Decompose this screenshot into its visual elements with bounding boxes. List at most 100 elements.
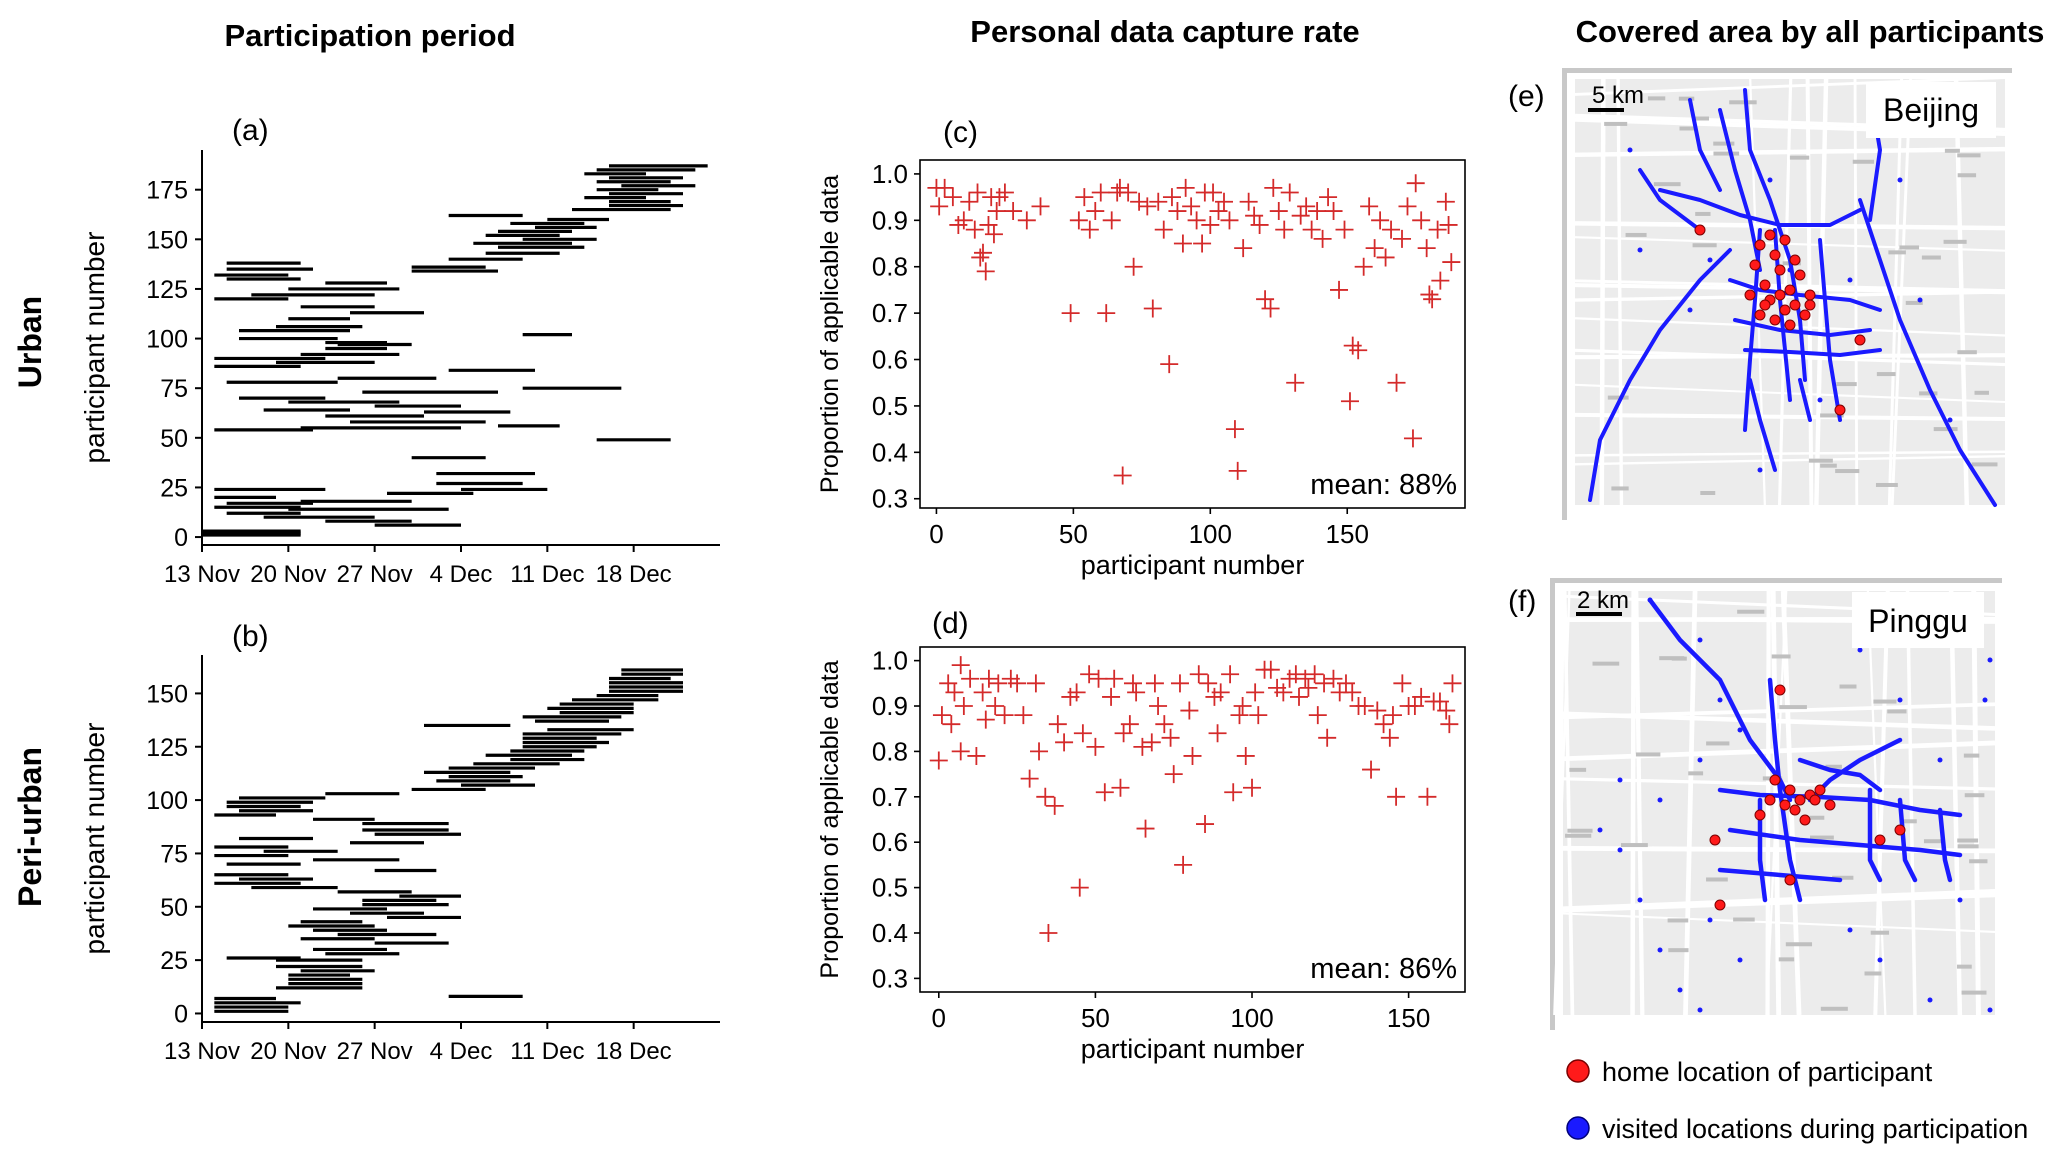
map-place-label-mark	[1864, 971, 1882, 976]
map-place-label-mark	[1957, 844, 1979, 849]
data-point	[1382, 220, 1401, 239]
y-tick-label: 75	[160, 840, 188, 868]
visited-track	[1743, 88, 1807, 382]
data-point	[942, 715, 961, 734]
data-point	[1297, 197, 1316, 216]
map-road	[1562, 590, 1575, 1016]
data-point	[1398, 197, 1417, 216]
data-point	[1069, 211, 1088, 230]
home-point	[1764, 229, 1776, 241]
data-point	[1319, 188, 1338, 207]
data-point	[1097, 304, 1116, 323]
data-point	[1412, 211, 1431, 230]
data-point	[1127, 683, 1146, 702]
visited-track	[1588, 248, 1732, 502]
visited-point	[1647, 597, 1653, 603]
data-point	[1417, 239, 1436, 258]
map-place-label-mark	[1961, 990, 1987, 995]
data-point	[1360, 197, 1379, 216]
y-tick-label: 0.5	[872, 391, 908, 421]
x-tick-label: 50	[1081, 1003, 1110, 1033]
y-tick-label: 0.5	[872, 873, 908, 903]
visited-track	[1937, 807, 1953, 883]
data-point	[1246, 683, 1265, 702]
map-place-label-mark	[1820, 1006, 1848, 1011]
visited-track	[1638, 168, 1702, 232]
data-point	[1362, 760, 1381, 779]
y-tick-label: 0.9	[872, 205, 908, 235]
row-label-urban: Urban	[12, 296, 48, 388]
data-point	[1030, 742, 1049, 761]
map-road	[1683, 590, 1698, 1016]
visited-point	[1897, 177, 1903, 183]
data-point	[1164, 765, 1183, 784]
map-road	[1574, 290, 2006, 302]
data-point	[1436, 192, 1455, 211]
map-place-label-mark	[1870, 930, 1890, 935]
map-road	[1574, 412, 2006, 421]
data-point	[1249, 706, 1268, 725]
home-point	[1754, 809, 1766, 821]
data-point	[1142, 733, 1161, 752]
data-point	[1154, 220, 1173, 239]
y-tick-label: 0.4	[872, 918, 908, 948]
visited-point	[1987, 657, 1993, 663]
y-tick-label: 125	[146, 734, 188, 762]
home-point	[1769, 774, 1781, 786]
home-point	[1784, 284, 1796, 296]
map-place-label-mark	[1923, 839, 1944, 844]
visited-point	[1617, 777, 1623, 783]
visited-point	[1737, 727, 1743, 733]
map-road	[1770, 590, 1782, 1016]
y-tick-label: 125	[146, 276, 188, 304]
home-point	[1784, 784, 1796, 796]
y-tick-label: 100	[146, 787, 188, 815]
data-point	[1280, 183, 1299, 202]
map-place-label-mark	[1944, 148, 1960, 153]
visited-point	[1847, 277, 1853, 283]
home-point	[1779, 234, 1791, 246]
map-place-label-mark	[1778, 957, 1795, 962]
x-tick-label: 18 Dec	[596, 561, 672, 588]
x-tick-label: 20 Nov	[250, 1038, 326, 1065]
home-point	[1769, 314, 1781, 326]
map-road	[1599, 78, 1606, 506]
data-point	[1204, 183, 1223, 202]
data-point	[1209, 202, 1228, 221]
title-participation: Participation period	[224, 18, 515, 53]
map-pinggu-visited-tracks	[1597, 597, 1993, 1013]
map-place-label-mark	[1604, 121, 1628, 126]
data-point	[1102, 687, 1121, 706]
data-point	[979, 669, 998, 688]
map-place-label-mark	[1957, 173, 1977, 178]
chart-a-urban-timeline: 0 25 50 75 100 125 150 175 13 Nov 20 Nov 27 Nov 4 D…	[79, 150, 720, 588]
data-point	[1020, 769, 1039, 788]
plot-frame	[919, 159, 1466, 509]
visited-point	[1697, 757, 1703, 763]
data-point	[1183, 746, 1202, 765]
home-point	[1804, 289, 1816, 301]
home-point	[1799, 814, 1811, 826]
y-tick-label: 150	[146, 226, 188, 254]
data-point	[1225, 420, 1244, 439]
data-point	[1014, 706, 1033, 725]
data-point	[954, 697, 973, 716]
map-place-label-mark	[1700, 491, 1716, 496]
map-place-label-mark	[1779, 705, 1807, 710]
home-point	[1764, 794, 1776, 806]
y-tick-label: 1.0	[872, 646, 908, 676]
data-point	[1075, 188, 1094, 207]
map-beijing-city-label: Beijing	[1883, 92, 1979, 128]
data-point	[1201, 215, 1220, 234]
map-road	[1853, 78, 1859, 506]
visited-track	[1858, 198, 1997, 507]
visited-point	[1617, 847, 1623, 853]
row-label-peri-urban: Peri-urban	[12, 747, 48, 907]
visited-point	[1987, 1007, 1993, 1013]
visited-point	[1637, 247, 1643, 253]
data-point	[1437, 701, 1456, 720]
map-place-label-mark	[1957, 838, 1979, 843]
data-point	[1130, 192, 1149, 211]
home-point	[1894, 824, 1906, 836]
map-place-label-mark	[1706, 741, 1730, 746]
